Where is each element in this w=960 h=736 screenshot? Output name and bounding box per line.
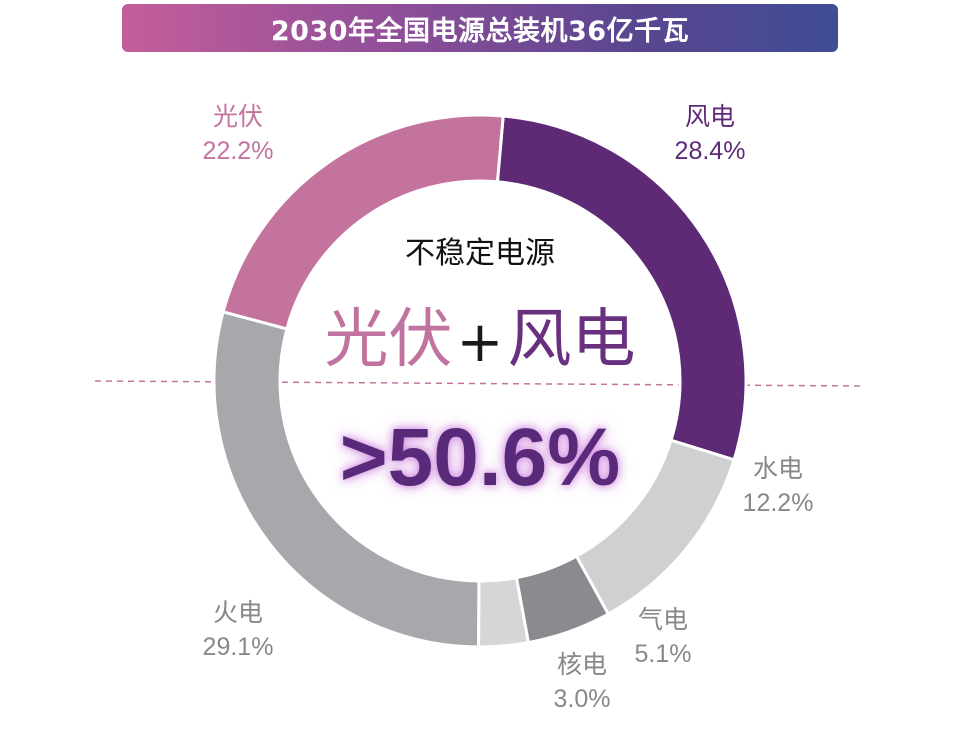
center-sum-value: >50.6% <box>339 412 621 503</box>
center-caption: 不稳定电源 <box>405 236 555 271</box>
label-solar-name: 光伏 <box>212 102 263 131</box>
chart-title: 2030年全国电源总装机36亿千瓦 <box>270 15 690 47</box>
label-solar-value: 22.2% <box>202 137 274 165</box>
label-nuclear: 核电 3.0% <box>532 648 632 716</box>
label-nuclear-name: 核电 <box>556 650 607 679</box>
label-wind-name: 风电 <box>684 102 735 131</box>
label-coal: 火电 29.1% <box>188 596 288 664</box>
label-solar: 光伏 22.2% <box>188 100 288 168</box>
label-hydro: 水电 12.2% <box>728 452 828 520</box>
label-coal-name: 火电 <box>212 598 263 627</box>
label-wind: 风电 28.4% <box>660 100 760 168</box>
chart-title-bar: 2030年全国电源总装机36亿千瓦 <box>122 4 838 52</box>
label-nuclear-value: 3.0% <box>553 685 611 713</box>
label-hydro-name: 水电 <box>752 454 803 483</box>
center-plus: + <box>456 310 504 375</box>
center-solar-text: 光伏 <box>324 303 453 377</box>
center-headline: 光伏+风电 <box>280 300 680 383</box>
slice-5 <box>221 113 505 331</box>
label-wind-value: 28.4% <box>674 137 746 165</box>
label-hydro-value: 12.2% <box>742 489 814 517</box>
center-wind-text: 风电 <box>507 303 636 377</box>
label-gas-value: 5.1% <box>634 640 692 668</box>
slices-group <box>212 113 748 649</box>
label-gas: 气电 5.1% <box>613 603 713 671</box>
label-gas-name: 气电 <box>637 605 688 634</box>
label-coal-value: 29.1% <box>202 633 274 661</box>
